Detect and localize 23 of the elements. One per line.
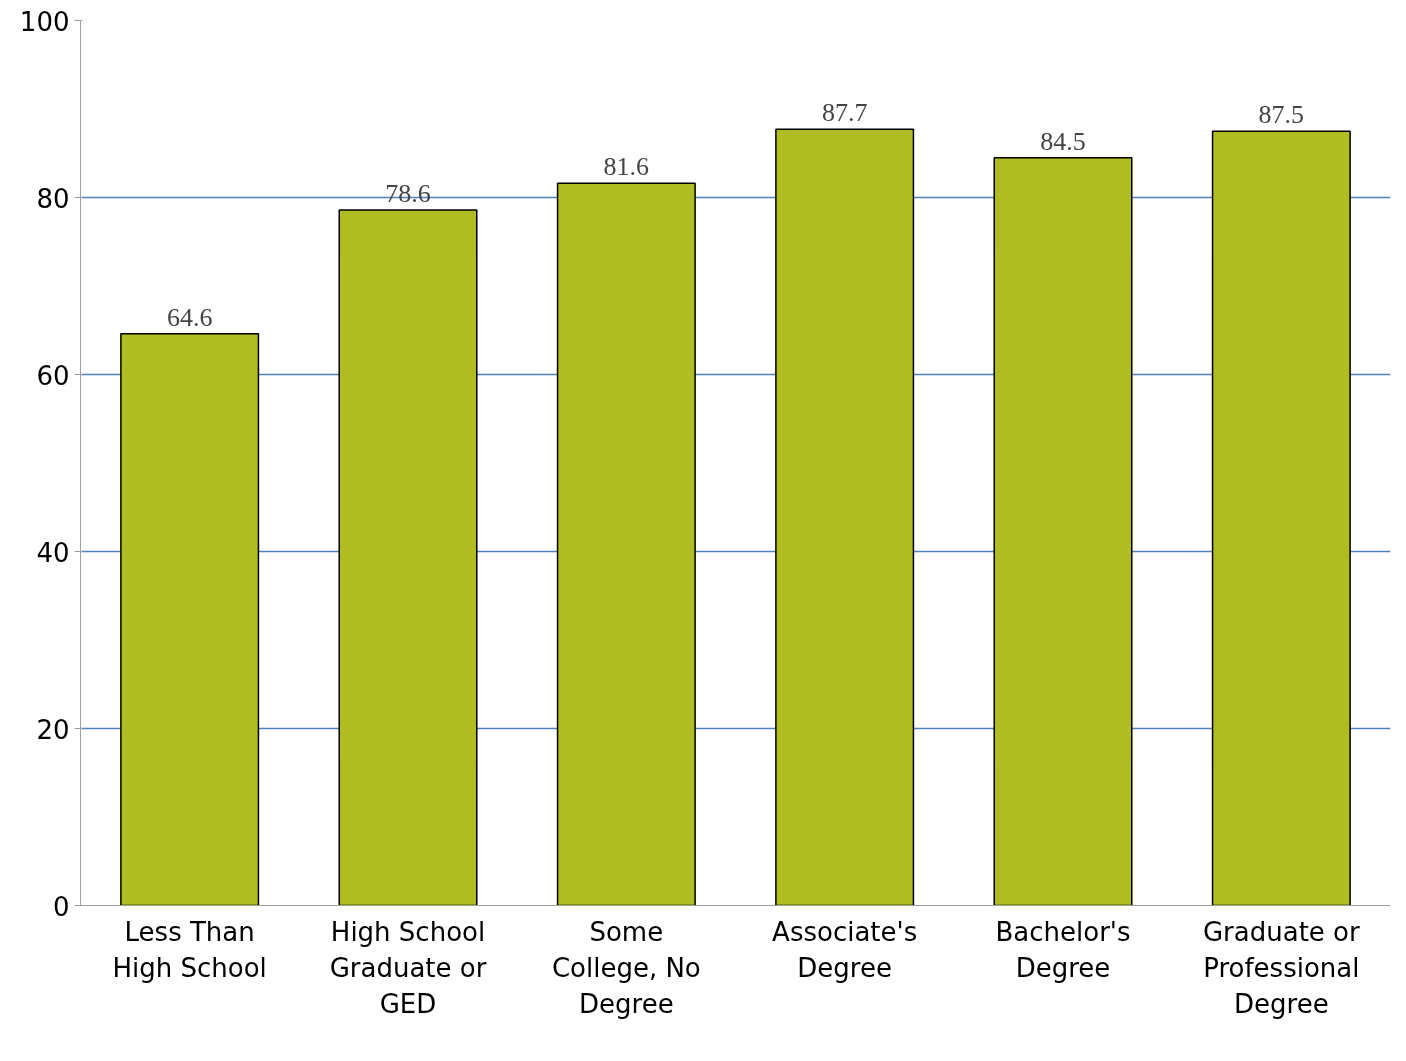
y-tick-label: 100 [19, 6, 70, 37]
x-tick-label: Associate's Degree [772, 916, 918, 983]
data-label: 64.6 [166, 302, 213, 332]
bar [775, 128, 915, 906]
bar [120, 333, 260, 906]
data-label: 84.5 [1040, 126, 1086, 156]
y-tick-label: 60 [36, 360, 70, 391]
x-tick-label: Bachelor's Degree [995, 916, 1131, 983]
x-tick-label: Less Than High School [112, 916, 267, 983]
y-tick-label: 20 [36, 714, 70, 745]
data-label: 87.5 [1258, 100, 1305, 130]
bar [993, 156, 1133, 906]
x-tick-label: High School Graduate or GED [329, 916, 487, 1019]
y-tick-label: 40 [36, 537, 70, 568]
x-tick-label: Graduate or Professional Degree [1202, 916, 1361, 1019]
data-label: 81.6 [603, 152, 650, 182]
bar [1211, 130, 1351, 906]
data-label: 87.7 [821, 98, 868, 128]
bar [556, 182, 696, 906]
y-tick-label: 0 [52, 891, 70, 922]
bar [338, 209, 478, 906]
x-tick-label: Some College, No Degree [551, 916, 701, 1019]
y-tick-label: 80 [36, 183, 70, 214]
